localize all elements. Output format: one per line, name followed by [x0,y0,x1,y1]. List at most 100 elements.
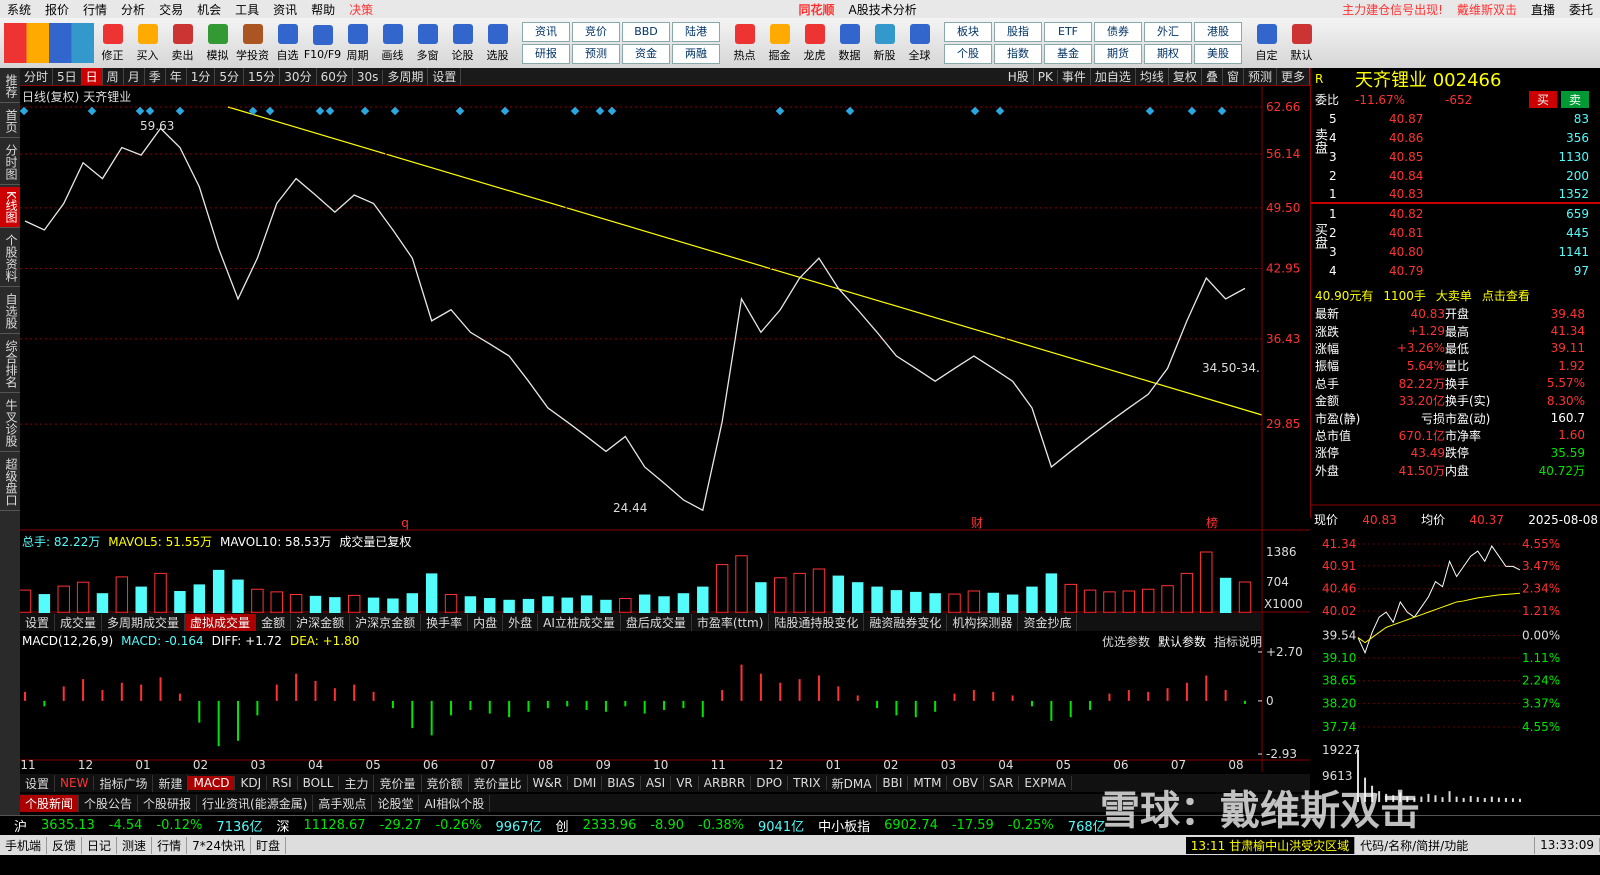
indicator-tab[interactable]: SAR [984,776,1020,790]
menu-item[interactable]: 机会 [197,2,222,17]
status-button[interactable]: 测速 [117,836,153,854]
indicator-tab[interactable]: ASI [641,776,672,790]
status-button[interactable]: 反馈 [47,836,83,854]
indicator-tab[interactable]: 盘后成交量 [621,613,692,631]
indicator-tab[interactable]: MTM [908,776,948,790]
indicator-tab[interactable]: VR [671,776,699,790]
grid-button[interactable]: 板块 [944,22,992,42]
status-button[interactable]: 7*24快讯 [187,836,251,854]
big-order-cell[interactable]: 1100手 [1383,289,1426,303]
period-tab[interactable]: 30分 [280,68,317,85]
grid-button[interactable]: 指数 [994,44,1042,64]
big-order-cell[interactable]: 大卖单 [1435,289,1472,303]
tool-tab[interactable]: 窗 [1223,68,1244,85]
grid-button[interactable]: 资讯 [522,22,570,42]
period-tab[interactable]: 多周期 [383,68,429,85]
period-tab[interactable]: 分时 [20,68,54,85]
macd-button[interactable]: 指标说明 [1213,634,1262,649]
intraday-header-cell[interactable]: 2025-08-08 [1528,512,1598,527]
grid-button[interactable]: 资金 [622,44,670,64]
period-tab[interactable]: 60分 [317,68,353,85]
indicator-tab[interactable]: TRIX [788,776,827,790]
alert[interactable]: 戴维斯双击 [1456,2,1517,17]
tool-tab[interactable]: 叠 [1202,68,1223,85]
period-tab[interactable]: 5日 [53,68,82,85]
period-tab[interactable]: 周 [103,68,124,85]
tool-button[interactable]: 自选 [271,23,304,63]
period-tab[interactable]: 季 [145,68,166,85]
tool-tab[interactable]: 事件 [1058,68,1091,85]
macd-value[interactable]: DIFF: +1.72 [211,634,282,648]
side-tab[interactable]: 超级盘口 [0,454,20,511]
indicator-tab[interactable]: 沪深京金额 [350,613,422,631]
volume-ma[interactable]: MAVOL10: 58.53万 [220,534,332,549]
tool-button[interactable]: 多窗 [411,23,444,63]
indicator-tab[interactable]: RSI [267,776,298,790]
tool-button[interactable]: 全球 [903,23,936,63]
news-tab[interactable]: 论股堂 [372,794,420,812]
side-tab[interactable]: 推荐 [0,70,20,103]
indicator-tab[interactable]: 外盘 [503,613,539,631]
grid-button[interactable]: BBD [622,22,670,42]
tool-button[interactable]: 卖出 [166,23,199,63]
tool-tab[interactable]: H股 [1004,68,1034,85]
indicator-tab[interactable]: 沪深金额 [291,613,351,631]
side-tab[interactable]: 综合排名 [0,336,20,393]
intraday-header-cell[interactable]: 均价 [1421,513,1446,527]
macd-button[interactable]: 默认参数 [1157,634,1206,649]
side-tab[interactable]: 自选股 [0,289,20,334]
tool-button[interactable]: 默认 [1285,23,1318,63]
tool-button[interactable]: 新股 [868,23,901,63]
indicator-tab[interactable]: OBV [947,776,984,790]
grid-button[interactable]: 期权 [1144,44,1192,64]
tool-button[interactable]: 模拟 [201,23,234,63]
menu-item[interactable]: 决策 [349,2,374,17]
tool-button[interactable]: 修正 [96,23,129,63]
news-tab[interactable]: 行业资讯(能源金属) [197,794,314,812]
indicator-tab[interactable]: 竞价量比 [469,774,528,792]
indicator-tab[interactable]: 新建 [153,774,189,792]
period-tab[interactable]: 5分 [215,68,245,85]
period-tab[interactable]: 设置 [428,68,462,85]
menu-button[interactable]: 直播 [1530,2,1555,17]
tool-button[interactable]: F10/F9 [304,25,341,61]
menu-item[interactable]: 交易 [159,2,184,17]
indicator-tab[interactable]: 市盈率(ttm) [692,613,770,631]
indicator-tab[interactable]: DMI [568,776,603,790]
grid-button[interactable]: 港股 [1194,22,1242,42]
tool-tab[interactable]: 预测 [1244,68,1277,85]
tool-button[interactable]: 掘金 [763,23,796,63]
tool-button[interactable]: 选股 [481,23,514,63]
macd-value[interactable]: MACD: -0.164 [121,634,204,648]
indicator-tab[interactable]: 设置 [20,774,56,792]
menu-item[interactable]: 工具 [235,2,260,17]
grid-button[interactable]: 股指 [994,22,1042,42]
indicator-tab[interactable]: MACD [188,776,236,790]
news-tab[interactable]: 个股公告 [79,794,139,812]
indicator-tab[interactable]: 金额 [256,613,292,631]
menu-button[interactable]: 委托 [1568,2,1593,17]
indicator-tab[interactable]: BIAS [602,776,641,790]
tool-button[interactable]: 龙虎 [798,23,831,63]
indicator-tab[interactable]: ARBRR [699,776,752,790]
alert[interactable]: 主力建仓信号出现! [1342,2,1443,17]
grid-button[interactable]: 陆港 [672,22,720,42]
menu-item[interactable]: 帮助 [311,2,336,17]
status-button[interactable]: 手机端 [0,836,48,854]
side-tab[interactable]: 个股资料 [0,230,20,287]
tool-tab[interactable]: 复权 [1169,68,1202,85]
indicator-tab[interactable]: 机构探测器 [947,613,1019,631]
intraday-header-cell[interactable]: 40.83 [1362,512,1397,527]
macd-value[interactable]: DEA: +1.80 [289,634,360,648]
grid-button[interactable]: 竞价 [572,22,620,42]
news-tab[interactable]: AI相似个股 [419,794,491,812]
indicator-tab[interactable]: 主力 [339,774,375,792]
tool-button[interactable]: 热点 [728,23,761,63]
grid-button[interactable]: 基金 [1044,44,1092,64]
grid-button[interactable]: ETF [1044,22,1092,42]
indicator-tab[interactable]: 融资融券变化 [864,613,948,631]
indicator-tab[interactable]: W&R [528,776,569,790]
macd-button[interactable]: 优选参数 [1101,634,1150,649]
big-order-cell[interactable]: 40.90元有 [1315,289,1374,303]
indicator-tab[interactable]: 指标广场 [94,774,154,792]
